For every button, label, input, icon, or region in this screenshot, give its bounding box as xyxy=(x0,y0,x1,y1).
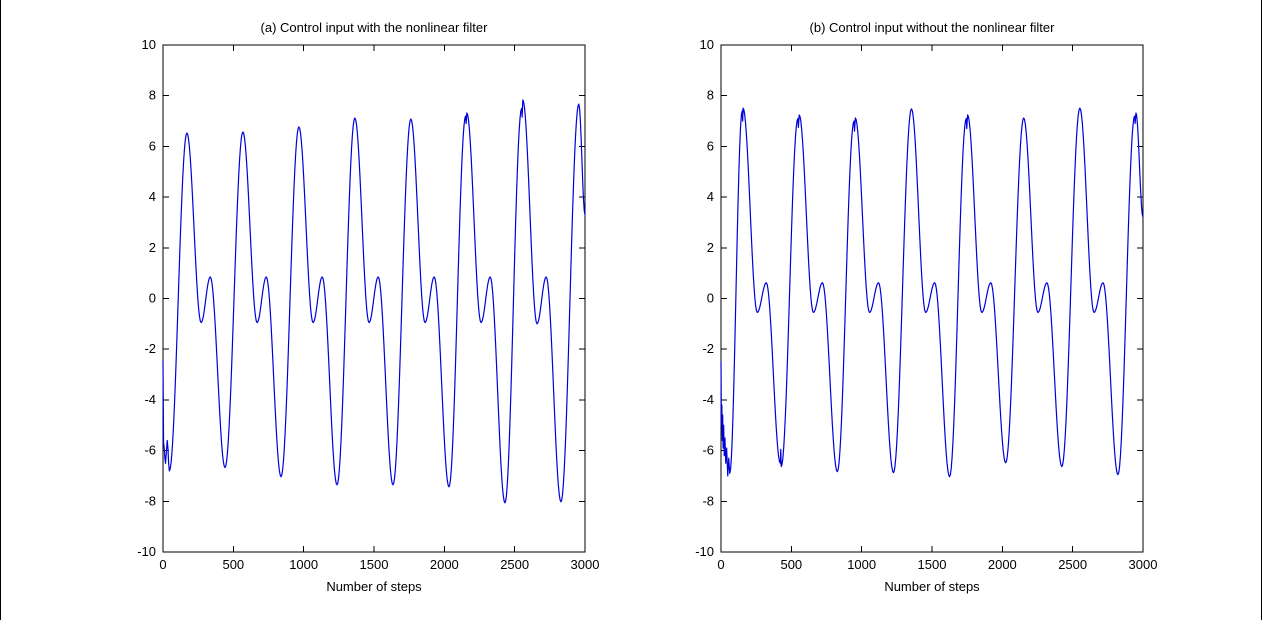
y-tick-label: -2 xyxy=(702,341,714,356)
waveform-line-a xyxy=(162,99,586,504)
x-tick-label: 500 xyxy=(780,557,802,572)
x-tick-label: 2500 xyxy=(1058,557,1087,572)
y-tick-label: 2 xyxy=(707,240,714,255)
window-left-border xyxy=(0,0,1,620)
plot-b: 0 500 1000 1500 2000 2500 3000 -10 -8 -6 -4 -2 0 2 4 6… xyxy=(695,20,1157,594)
x-tick-label: 3000 xyxy=(1129,557,1158,572)
x-tick-label: 1000 xyxy=(289,557,318,572)
y-tick-label: -2 xyxy=(144,341,156,356)
x-tick-label: 1500 xyxy=(360,557,389,572)
x-tick-label: 0 xyxy=(717,557,724,572)
y-tick-label: -6 xyxy=(144,443,156,458)
y-tick-label: -8 xyxy=(144,493,156,508)
x-tick-label: 2000 xyxy=(430,557,459,572)
y-tick-label: 0 xyxy=(707,291,714,306)
y-tick-labels-a: -10 -8 -6 -4 -2 0 2 4 6 8 10 xyxy=(137,37,156,559)
y-tick-label: 6 xyxy=(707,138,714,153)
y-tick-label: 4 xyxy=(149,189,156,204)
y-tick-label: -6 xyxy=(702,443,714,458)
x-axis-label-a: Number of steps xyxy=(326,579,422,594)
y-tick-label: -4 xyxy=(702,392,714,407)
x-tick-label: 500 xyxy=(222,557,244,572)
y-tick-label: -8 xyxy=(702,493,714,508)
plot-title-a: (a) Control input with the nonlinear fil… xyxy=(261,20,489,35)
x-tick-label: 2000 xyxy=(988,557,1017,572)
x-tick-label: 1000 xyxy=(847,557,876,572)
axes-box-b xyxy=(720,44,1144,553)
y-tick-labels-b: -10 -8 -6 -4 -2 0 2 4 6 8 10 xyxy=(695,37,714,559)
axes-ticks-a xyxy=(162,44,586,553)
plot-a: 0 500 1000 1500 2000 2500 3000 -10 -8 -6 -4 -2 0 2 4 6… xyxy=(137,20,599,594)
plot-title-b: (b) Control input without the nonlinear … xyxy=(810,20,1056,35)
y-tick-label: 0 xyxy=(149,291,156,306)
y-tick-label: 10 xyxy=(700,37,714,52)
y-tick-label: 8 xyxy=(707,88,714,103)
y-tick-label: 8 xyxy=(149,88,156,103)
x-tick-label: 0 xyxy=(159,557,166,572)
y-tick-label: 6 xyxy=(149,138,156,153)
x-tick-label: 1500 xyxy=(918,557,947,572)
y-tick-label: -10 xyxy=(137,544,156,559)
y-tick-label: -4 xyxy=(144,392,156,407)
y-tick-label: -10 xyxy=(695,544,714,559)
y-tick-label: 4 xyxy=(707,189,714,204)
y-tick-label: 10 xyxy=(142,37,156,52)
x-tick-labels-a: 0 500 1000 1500 2000 2500 3000 xyxy=(159,557,599,572)
x-tick-label: 2500 xyxy=(500,557,529,572)
x-axis-label-b: Number of steps xyxy=(884,579,980,594)
y-tick-label: 2 xyxy=(149,240,156,255)
waveform-line-b xyxy=(720,107,1144,478)
x-tick-label: 3000 xyxy=(571,557,600,572)
axes-ticks-b xyxy=(720,44,1144,553)
x-tick-labels-b: 0 500 1000 1500 2000 2500 3000 xyxy=(717,557,1157,572)
